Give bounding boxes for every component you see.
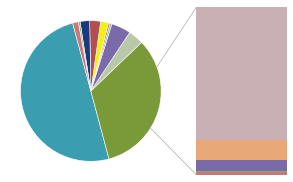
Wedge shape — [91, 42, 161, 159]
Wedge shape — [91, 23, 112, 91]
Wedge shape — [91, 23, 110, 91]
Wedge shape — [78, 21, 91, 91]
Wedge shape — [73, 22, 91, 91]
Wedge shape — [80, 21, 91, 91]
Wedge shape — [91, 24, 130, 91]
Wedge shape — [91, 32, 142, 91]
Bar — [196, 171, 287, 172]
Wedge shape — [90, 21, 101, 91]
Bar — [196, 160, 287, 171]
Bar — [196, 7, 287, 140]
Bar — [196, 140, 287, 160]
Bar — [196, 172, 287, 175]
Wedge shape — [91, 21, 108, 91]
Wedge shape — [21, 23, 109, 161]
